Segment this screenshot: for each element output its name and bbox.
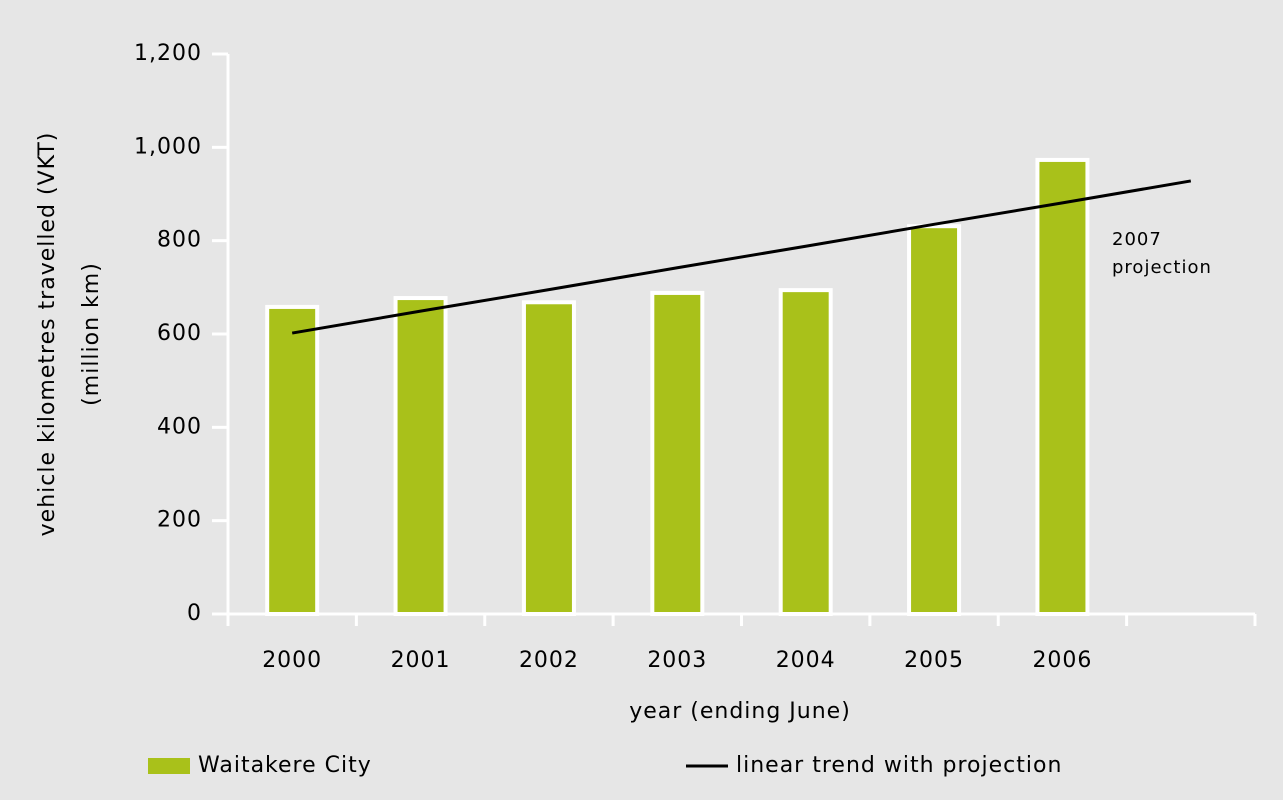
- x-tick-label: 2005: [904, 648, 964, 673]
- bar: [778, 288, 833, 616]
- y-tick-label: 1,200: [134, 41, 202, 66]
- annotation: 2007: [1112, 229, 1162, 250]
- y-tick-label: 200: [157, 508, 202, 533]
- x-tick-label: 2003: [647, 648, 707, 673]
- x-axis-title: year (ending June): [629, 699, 851, 724]
- legend-swatch: [148, 758, 190, 774]
- legend-label: linear trend with projection: [736, 753, 1062, 778]
- trend-line: [291, 179, 1192, 335]
- bar: [521, 300, 576, 616]
- y-tick-label: 600: [157, 321, 202, 346]
- bar: [265, 304, 320, 616]
- x-tick-label: 2001: [391, 648, 451, 673]
- bar: [650, 290, 705, 616]
- y-tick-label: 0: [187, 601, 202, 626]
- y-axis-title-line: (million km): [79, 262, 104, 406]
- y-tick-label: 400: [157, 414, 202, 439]
- x-tick-label: 2004: [776, 648, 836, 673]
- bar: [1035, 157, 1090, 617]
- y-axis-title: vehicle kilometres travelled (VKT) (mill…: [35, 132, 104, 537]
- x-tick-label: 2002: [519, 648, 579, 673]
- bar: [393, 296, 448, 616]
- y-axis-title-line: vehicle kilometres travelled (VKT): [35, 132, 60, 537]
- legend-label: Waitakere City: [198, 753, 372, 778]
- x-tick-label: 2000: [262, 648, 322, 673]
- annotation: projection: [1112, 257, 1212, 278]
- bar: [907, 224, 962, 616]
- y-tick-label: 1,000: [134, 134, 202, 159]
- x-tick-label: 2006: [1032, 648, 1092, 673]
- y-tick-label: 800: [157, 228, 202, 253]
